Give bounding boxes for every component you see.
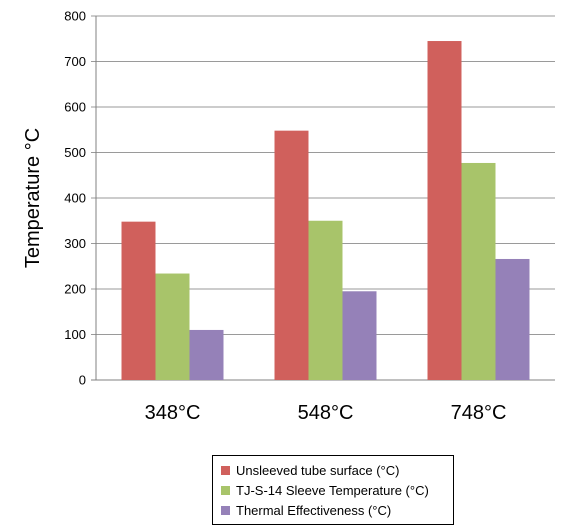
y-tick-label: 400 xyxy=(64,191,86,206)
y-tick-label: 800 xyxy=(64,9,86,24)
legend-swatch-thermal-effectiveness xyxy=(221,505,230,515)
y-tick-label: 200 xyxy=(64,282,86,297)
y-tick-label: 300 xyxy=(64,236,86,251)
legend-label-thermal-effectiveness: Thermal Effectiveness (°C) xyxy=(236,502,392,518)
y-tick-label: 700 xyxy=(64,54,86,69)
bar xyxy=(461,162,496,380)
bar xyxy=(274,130,309,380)
legend-item-sleeve-temperature: TJ-S-14 Sleeve Temperature (°C) xyxy=(221,480,453,500)
bar xyxy=(495,258,530,380)
y-tick-label: 0 xyxy=(79,373,86,388)
bar xyxy=(121,221,156,380)
bar xyxy=(342,291,377,380)
legend: Unsleeved tube surface (°C) TJ-S-14 Slee… xyxy=(212,455,454,525)
legend-swatch-sleeve-temperature xyxy=(221,485,230,495)
legend-label-unsleeved: Unsleeved tube surface (°C) xyxy=(236,462,400,478)
y-tick-label: 600 xyxy=(64,100,86,115)
bar xyxy=(308,220,343,380)
y-axis-ticks: 0 100 200 300 400 500 600 700 800 xyxy=(64,9,86,388)
x-category-label: 748°C xyxy=(451,402,507,424)
bar xyxy=(155,273,190,380)
bars xyxy=(121,41,530,381)
legend-label-sleeve-temperature: TJ-S-14 Sleeve Temperature (°C) xyxy=(236,482,429,498)
chart-plot: 0 100 200 300 400 500 600 700 800 348°C 548°C 748°… xyxy=(22,9,555,424)
legend-swatch-unsleeved xyxy=(221,465,230,475)
bar xyxy=(427,41,462,381)
x-category-label: 348°C xyxy=(145,402,201,424)
y-tick-label: 500 xyxy=(64,145,86,160)
x-axis-categories: 348°C 548°C 748°C xyxy=(145,402,507,424)
y-axis-label: Temperature °C xyxy=(22,128,44,268)
legend-item-unsleeved: Unsleeved tube surface (°C) xyxy=(221,460,453,480)
legend-item-thermal-effectiveness: Thermal Effectiveness (°C) xyxy=(221,500,453,520)
bar xyxy=(189,329,224,380)
x-category-label: 548°C xyxy=(298,402,354,424)
y-tick-label: 100 xyxy=(64,327,86,342)
